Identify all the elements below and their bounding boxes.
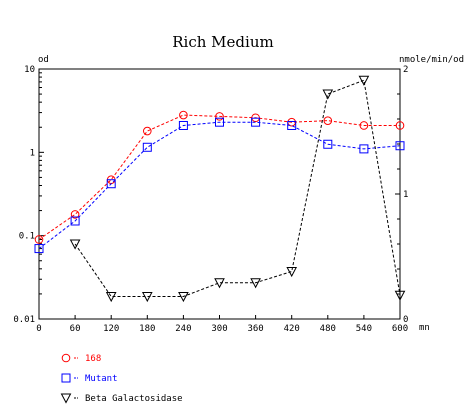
y2-tick-label: 2 — [403, 65, 408, 75]
legend-marker — [60, 393, 72, 404]
data-point — [287, 120, 297, 130]
legend: 168 Mutant Beta Galactosidase — [60, 353, 183, 404]
legend-label: 168 — [85, 354, 101, 364]
data-point — [143, 126, 152, 136]
data-point — [250, 278, 261, 289]
x-tick-label: 240 — [175, 324, 191, 334]
series-layer — [34, 75, 406, 303]
data-point — [70, 210, 80, 219]
data-point — [358, 75, 370, 86]
plot-frame — [38, 68, 401, 320]
data-point — [178, 292, 189, 303]
data-point — [69, 239, 81, 250]
data-point — [142, 142, 152, 152]
series-beta-galactosidase — [69, 75, 406, 303]
data-point — [214, 278, 225, 289]
x-tick-label: 480 — [320, 324, 336, 334]
series-line — [38, 121, 401, 249]
y2-tick-label: 1 — [403, 190, 408, 200]
data-point — [215, 117, 224, 127]
y2-tick-label: 0 — [403, 315, 408, 325]
data-point — [179, 110, 188, 120]
data-point — [395, 141, 405, 151]
series-line — [38, 114, 400, 240]
y-tick-label: 1 — [30, 148, 35, 158]
x-tick-label: 120 — [103, 324, 119, 334]
data-point — [34, 235, 44, 244]
series-168 — [34, 110, 405, 244]
y2-axis-label: nmole/min/od — [399, 55, 464, 65]
data-point — [251, 117, 261, 127]
x-axis-label: mn — [419, 323, 430, 333]
series-line — [74, 79, 401, 297]
y-tick-label: 0.1 — [19, 232, 35, 242]
series-mutant — [34, 117, 405, 254]
data-point — [215, 112, 224, 121]
legend-label: Mutant — [85, 374, 118, 384]
x-tick-label: 180 — [139, 324, 155, 334]
y-tick-label: 0.01 — [13, 315, 35, 325]
data-point — [286, 267, 298, 278]
data-point — [106, 179, 116, 189]
axes: 0 60 120 180 240 300 360 420 480 540 6000.010.1110… — [13, 65, 408, 334]
data-point — [394, 290, 406, 301]
data-point — [34, 244, 44, 254]
x-tick-label: 540 — [356, 324, 372, 334]
data-point — [105, 292, 117, 303]
x-tick-label: 300 — [211, 324, 227, 334]
x-tick-label: 360 — [247, 324, 263, 334]
x-tick-label: 0 — [36, 324, 41, 334]
chart-title: Rich Medium — [172, 33, 273, 51]
data-point — [359, 144, 369, 154]
x-tick-label: 60 — [70, 324, 81, 334]
y-tick-label: 10 — [24, 65, 35, 75]
legend-label: Beta Galactosidase — [85, 394, 183, 404]
data-point — [323, 116, 333, 125]
data-point — [141, 292, 153, 303]
legend-marker — [61, 373, 71, 383]
data-point — [178, 120, 188, 130]
data-point — [70, 216, 80, 226]
x-tick-label: 600 — [392, 324, 408, 334]
data-point — [323, 139, 333, 149]
data-point — [395, 121, 405, 130]
y-axis-label: od — [38, 55, 49, 65]
data-point — [322, 89, 334, 100]
x-tick-label: 420 — [284, 324, 300, 334]
data-point — [359, 121, 369, 130]
legend-marker — [61, 353, 71, 363]
